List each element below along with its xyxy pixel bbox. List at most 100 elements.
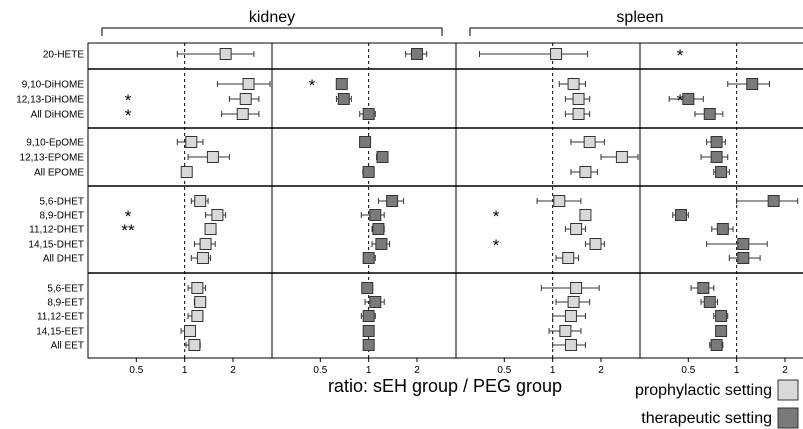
point-kidney-therapeutic-20-hete bbox=[410, 48, 423, 60]
row-label-5-6-dhet: 5,6-DHET bbox=[40, 197, 84, 208]
x-tick-label: 2 bbox=[414, 365, 420, 376]
point-spleen-prophylactic-8-9-dhet bbox=[579, 209, 592, 221]
point-kidney-prophylactic-9-10-epome bbox=[185, 136, 198, 148]
point-spleen-therapeutic-8-9-eet bbox=[703, 296, 716, 308]
significance-spleen-prophylactic-8-9-dhet: * bbox=[493, 207, 500, 226]
row-label-all-dhet: All DHET bbox=[43, 254, 84, 265]
row-label-14-15-dhet: 14,15-DHET bbox=[28, 240, 84, 251]
row-label-11-12-dhet: 11,12-DHET bbox=[29, 225, 84, 236]
point-kidney-prophylactic-20-hete bbox=[219, 48, 232, 60]
point-spleen-prophylactic-9-10-dihome bbox=[567, 78, 580, 90]
significance-kidney-therapeutic-9-10-dihome: * bbox=[309, 76, 316, 95]
row-label-12-13-dihome: 12,13-DiHOME bbox=[16, 95, 84, 106]
point-kidney-prophylactic-12-13-epome bbox=[206, 151, 219, 163]
point-kidney-therapeutic-12-13-dihome bbox=[337, 93, 350, 105]
point-spleen-prophylactic-11-12-eet bbox=[564, 310, 577, 322]
point-spleen-prophylactic-8-9-eet bbox=[567, 296, 580, 308]
point-spleen-prophylactic-5-6-dhet bbox=[553, 195, 566, 207]
significance-kidney-prophylactic-11-12-dhet: ** bbox=[121, 221, 135, 240]
point-spleen-therapeutic-11-12-dhet bbox=[716, 223, 729, 235]
point-kidney-prophylactic-5-6-eet bbox=[191, 282, 204, 294]
point-spleen-therapeutic-5-6-eet bbox=[697, 282, 710, 294]
point-kidney-prophylactic-11-12-eet bbox=[191, 310, 204, 322]
row-label-12-13-epome: 12,13-EPOME bbox=[20, 153, 85, 164]
point-kidney-therapeutic-14-15-dhet bbox=[375, 238, 388, 250]
point-kidney-prophylactic-all-epome bbox=[180, 166, 193, 178]
significance-kidney-prophylactic-all-dihome: * bbox=[125, 106, 132, 125]
panel-frame bbox=[87, 42, 273, 359]
point-kidney-prophylactic-9-10-dihome bbox=[242, 78, 255, 90]
row-label-9-10-epome: 9,10-EpOME bbox=[26, 138, 84, 149]
x-tick-label: 1 bbox=[182, 365, 188, 376]
point-kidney-therapeutic-11-12-eet bbox=[362, 310, 375, 322]
panel-frame bbox=[639, 42, 803, 359]
point-spleen-therapeutic-9-10-dihome bbox=[746, 78, 759, 90]
row-label-20-hete: 20-HETE bbox=[43, 50, 84, 61]
point-spleen-therapeutic-14-15-dhet bbox=[737, 238, 750, 250]
legend-swatch-prophylactic bbox=[777, 379, 799, 401]
row-label-8-9-dhet: 8,9-DHET bbox=[40, 211, 84, 222]
point-kidney-prophylactic-11-12-dhet bbox=[204, 223, 217, 235]
row-label-9-10-dihome: 9,10-DiHOME bbox=[22, 80, 85, 91]
point-spleen-prophylactic-all-dihome bbox=[572, 108, 585, 120]
group-title-spleen: spleen bbox=[616, 9, 663, 26]
x-tick-label: 0.5 bbox=[681, 365, 695, 376]
point-kidney-prophylactic-all-eet bbox=[188, 339, 201, 351]
point-spleen-prophylactic-14-15-dhet bbox=[589, 238, 602, 250]
significance-kidney-prophylactic-12-13-dihome: * bbox=[125, 91, 132, 110]
point-kidney-prophylactic-14-15-dhet bbox=[199, 238, 212, 250]
row-label-all-dihome: All DiHOME bbox=[31, 110, 85, 121]
point-spleen-therapeutic-all-dhet bbox=[737, 252, 750, 264]
point-kidney-prophylactic-12-13-dihome bbox=[239, 93, 252, 105]
significance-kidney-prophylactic-8-9-dhet: * bbox=[125, 207, 132, 226]
x-axis-label: ratio: sEH group / PEG group bbox=[328, 376, 562, 396]
point-kidney-therapeutic-8-9-dhet bbox=[369, 209, 382, 221]
point-spleen-therapeutic-8-9-dhet bbox=[674, 209, 687, 221]
point-spleen-therapeutic-12-13-epome bbox=[710, 151, 723, 163]
point-spleen-prophylactic-all-epome bbox=[579, 166, 592, 178]
point-kidney-prophylactic-8-9-dhet bbox=[211, 209, 224, 221]
row-label-all-eet: All EET bbox=[51, 341, 84, 352]
x-tick-label: 1 bbox=[550, 365, 556, 376]
legend-swatch-therapeutic bbox=[777, 407, 799, 429]
point-spleen-prophylactic-12-13-epome bbox=[615, 151, 628, 163]
point-spleen-therapeutic-all-eet bbox=[710, 339, 723, 351]
point-kidney-prophylactic-8-9-eet bbox=[194, 296, 207, 308]
point-kidney-therapeutic-12-13-epome bbox=[376, 151, 389, 163]
point-spleen-prophylactic-14-15-eet bbox=[559, 325, 572, 337]
significance-spleen-therapeutic-20-hete: * bbox=[677, 46, 684, 65]
point-spleen-therapeutic-12-13-dihome bbox=[682, 93, 695, 105]
x-tick-label: 0.5 bbox=[497, 365, 511, 376]
point-spleen-therapeutic-9-10-epome bbox=[710, 136, 723, 148]
legend-label-prophylactic: prophylactic setting bbox=[635, 382, 772, 399]
point-kidney-therapeutic-5-6-dhet bbox=[386, 195, 399, 207]
x-tick-label: 1 bbox=[366, 365, 372, 376]
point-kidney-therapeutic-8-9-eet bbox=[369, 296, 382, 308]
x-tick-label: 2 bbox=[782, 365, 788, 376]
group-title-kidney: kidney bbox=[249, 9, 295, 26]
point-kidney-therapeutic-9-10-epome bbox=[359, 136, 372, 148]
x-tick-label: 0.5 bbox=[129, 365, 143, 376]
point-kidney-prophylactic-5-6-dhet bbox=[194, 195, 207, 207]
point-kidney-therapeutic-11-12-dhet bbox=[372, 223, 385, 235]
point-spleen-prophylactic-all-dhet bbox=[562, 252, 575, 264]
significance-spleen-prophylactic-14-15-dhet: * bbox=[493, 236, 500, 255]
x-tick-label: 1 bbox=[734, 365, 740, 376]
x-tick-label: 2 bbox=[230, 365, 236, 376]
point-kidney-therapeutic-5-6-eet bbox=[361, 282, 374, 294]
point-spleen-therapeutic-11-12-eet bbox=[715, 310, 728, 322]
point-spleen-therapeutic-5-6-dhet bbox=[767, 195, 780, 207]
point-spleen-therapeutic-14-15-eet bbox=[715, 325, 728, 337]
point-kidney-prophylactic-14-15-eet bbox=[184, 325, 197, 337]
point-spleen-prophylactic-all-eet bbox=[564, 339, 577, 351]
row-label-5-6-eet: 5,6-EET bbox=[47, 284, 84, 295]
x-tick-label: 2 bbox=[598, 365, 604, 376]
point-spleen-prophylactic-5-6-eet bbox=[570, 282, 583, 294]
row-label-11-12-eet: 11,12-EET bbox=[37, 312, 84, 323]
point-spleen-therapeutic-all-dihome bbox=[703, 108, 716, 120]
group-bracket-spleen bbox=[469, 27, 803, 36]
point-kidney-therapeutic-all-eet bbox=[362, 339, 375, 351]
point-kidney-prophylactic-all-dihome bbox=[236, 108, 249, 120]
point-kidney-therapeutic-all-dihome bbox=[362, 108, 375, 120]
